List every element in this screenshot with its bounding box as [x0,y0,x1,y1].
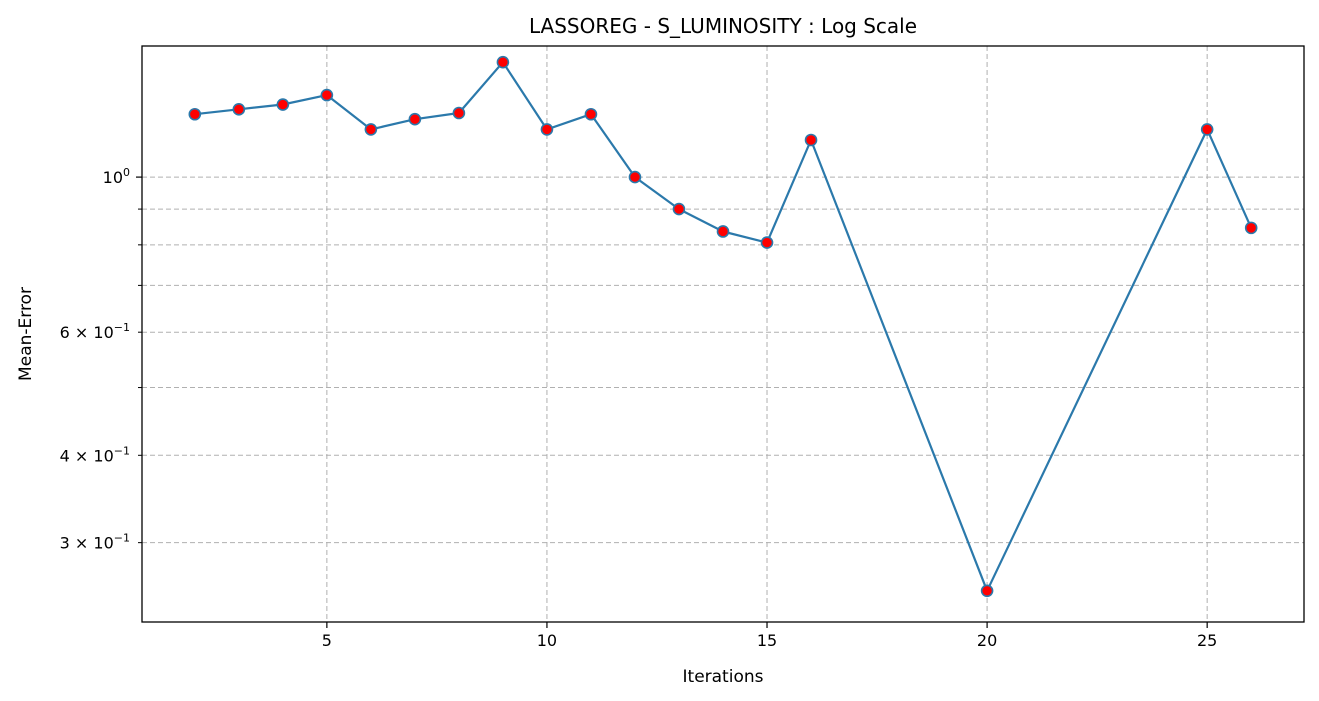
data-point [496,55,510,69]
data-point [452,106,466,120]
data-point [408,112,422,126]
x-tick-label: 15 [757,631,777,650]
y-tick-label: 4 × 10−1 [60,444,130,465]
data-point [980,584,994,598]
data-point [584,107,598,121]
data-point [760,236,774,249]
y-tick-label: 100 [103,166,130,187]
data-point [1244,221,1258,235]
data-point [188,107,202,121]
x-tick-label: 10 [537,631,557,650]
data-point [672,202,686,216]
x-tick-label: 25 [1197,631,1217,650]
chart-title: LASSOREG - S_LUMINOSITY : Log Scale [529,14,917,38]
data-point [232,103,246,116]
data-point [804,133,818,147]
series-layer [188,55,1258,598]
x-tick-label: 20 [977,631,997,650]
tick-layer: 5 10 15 20 25 100 3 × 10−1 4 × 10−1 6 × 10−1 [60,166,1218,650]
data-point [540,123,554,136]
series-line [194,61,1253,592]
data-point [716,225,730,238]
data-point [1200,123,1214,136]
data-point [320,88,334,102]
data-point [276,98,290,111]
y-tick-label: 3 × 10−1 [60,532,130,553]
data-point [364,123,378,136]
x-tick-label: 5 [322,631,332,650]
x-axis-label: Iterations [683,667,764,687]
plot-frame [141,45,1305,623]
y-tick-label: 6 × 10−1 [60,321,130,342]
data-point [628,170,642,184]
y-axis-label: Mean-Error [16,287,36,381]
